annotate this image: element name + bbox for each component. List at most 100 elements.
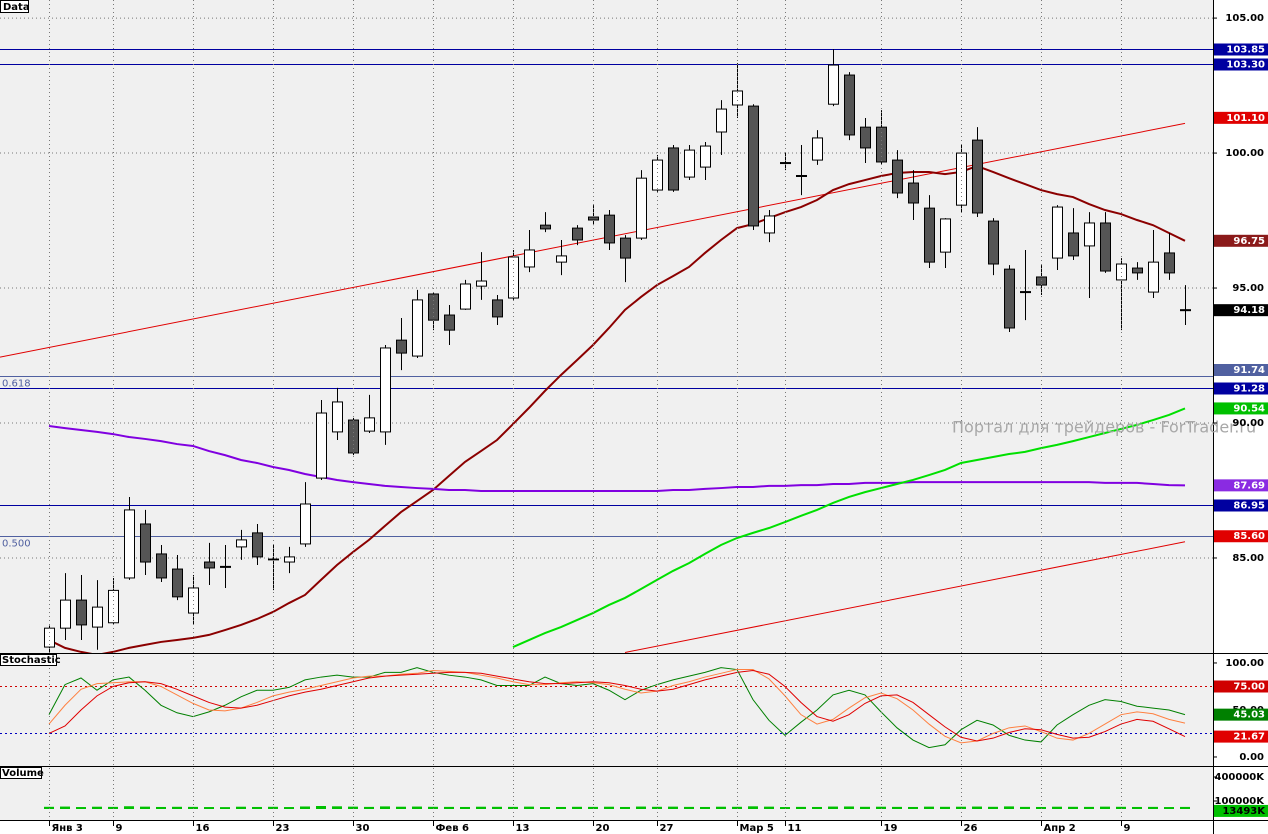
volume-bar	[540, 807, 550, 809]
candle-body	[572, 227, 583, 241]
volume-bar	[1036, 806, 1046, 809]
candle-body	[956, 152, 967, 206]
volume-bar	[828, 806, 838, 809]
x-tick-label: Фев 6	[436, 823, 470, 834]
volume-bar	[732, 806, 742, 809]
candle-body	[1068, 232, 1079, 257]
volume-bar	[92, 806, 102, 809]
candle-body	[1100, 222, 1111, 272]
volume-bar	[892, 806, 902, 809]
axis-background	[1213, 0, 1268, 834]
panel-title-box	[0, 654, 57, 666]
axis-value-label: 13493K	[1222, 806, 1266, 817]
axis-value-label: 94.18	[1233, 305, 1265, 316]
candle-body	[92, 606, 103, 628]
y-tick-label: 100000K	[1215, 796, 1266, 807]
moving-average	[48, 424, 1186, 493]
panel	[0, 667, 1213, 749]
candle-body	[668, 147, 679, 191]
volume-bar	[1068, 806, 1078, 809]
x-tick-label: Апр 2	[1044, 823, 1076, 834]
volume-bar	[908, 806, 918, 809]
volume-bar	[1164, 807, 1174, 809]
volume-bar	[924, 806, 934, 809]
candle-body	[604, 214, 615, 244]
volume-bar	[700, 806, 710, 809]
volume-bar	[604, 806, 614, 809]
axis-value-box	[1214, 730, 1268, 743]
candle-body	[444, 314, 455, 331]
x-tick-label: 23	[276, 823, 290, 834]
volume-bar	[348, 806, 358, 809]
volume-bar	[668, 806, 678, 809]
candle-body	[332, 401, 343, 433]
volume-bar	[524, 806, 534, 809]
x-tick-label: 27	[660, 823, 674, 834]
x-tick-label: 9	[116, 823, 123, 834]
volume-bar	[476, 806, 486, 809]
axis-value-label: 101.10	[1226, 113, 1265, 124]
panel	[44, 806, 1190, 809]
volume-bar	[876, 806, 886, 809]
axis-value-box	[1214, 58, 1268, 71]
candle-body	[700, 145, 711, 168]
candle-body	[204, 561, 215, 569]
plot-background	[0, 0, 1213, 820]
candle-body	[732, 90, 743, 106]
candle-body	[476, 280, 487, 287]
volume-bar	[364, 806, 374, 809]
candle-body	[508, 256, 519, 299]
axis-value-label: 103.30	[1226, 60, 1265, 71]
candle-body	[540, 224, 551, 230]
candle-body	[1116, 263, 1127, 281]
candle-body	[940, 218, 951, 253]
x-tick-label: 11	[788, 823, 802, 834]
candle-body	[316, 412, 327, 479]
candle-body	[1164, 252, 1175, 274]
volume-bar	[716, 806, 726, 809]
candle-body	[172, 568, 183, 598]
candle-body	[1148, 261, 1159, 293]
volume-bar	[796, 806, 806, 809]
volume-bar	[428, 806, 438, 809]
candle-body	[636, 177, 647, 239]
axis-value-box	[1214, 499, 1268, 512]
axis-value-label: 85.60	[1233, 531, 1265, 542]
volume-bar	[508, 806, 518, 809]
candle-body	[924, 207, 935, 263]
volume-bar	[636, 806, 646, 809]
volume-bar	[972, 806, 982, 809]
candle-body	[60, 599, 71, 629]
axis-value-box	[1214, 382, 1268, 395]
candle-body	[412, 299, 423, 357]
volume-bar	[188, 806, 198, 809]
x-tick-label: 19	[884, 823, 898, 834]
volume-bar	[140, 806, 150, 809]
volume-bar	[300, 806, 310, 809]
y-tick-label: 90.00	[1232, 418, 1264, 429]
candle-body	[140, 523, 151, 563]
candle-body	[524, 249, 535, 268]
volume-bar	[1132, 806, 1142, 809]
volume-bar	[316, 806, 326, 809]
volume-bar	[1004, 806, 1014, 809]
candle-body	[716, 108, 727, 133]
axis-value-label: 21.67	[1233, 732, 1265, 743]
volume-bar	[172, 806, 182, 809]
candle-body	[812, 137, 823, 161]
axis-value-label: 86.95	[1233, 501, 1265, 512]
y-tick-label: 100.00	[1225, 148, 1264, 159]
x-tick-label: Мар 5	[740, 823, 774, 834]
axis-value-label: 103.85	[1226, 45, 1265, 56]
volume-bar	[1116, 806, 1126, 809]
candle-body	[972, 139, 983, 214]
x-tick-label: 30	[356, 823, 370, 834]
volume-bar	[204, 807, 214, 809]
volume-bar	[156, 806, 166, 809]
candle-body	[156, 553, 167, 579]
x-tick-label: 16	[196, 823, 210, 834]
volume-bar	[748, 806, 758, 809]
y-tick-label: 0.00	[1239, 752, 1264, 763]
volume-bar	[844, 806, 854, 809]
